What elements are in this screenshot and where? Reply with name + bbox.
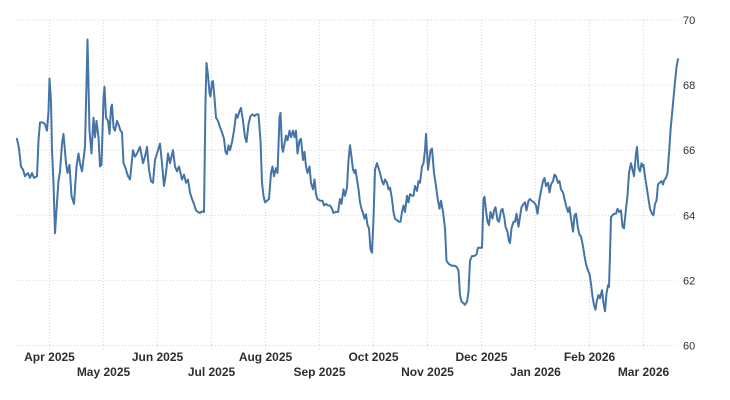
x-axis-tick-label: Jan 2026 [510,365,561,379]
y-axis-tick-label: 64 [683,210,695,222]
x-axis-tick-label: Dec 2025 [455,350,507,364]
x-axis-tick-label: Aug 2025 [239,350,293,364]
y-axis-tick-label: 62 [683,275,695,287]
x-axis-tick-label: Feb 2026 [564,350,616,364]
x-axis-tick-label: Jul 2025 [188,365,236,379]
y-axis-tick-label: 66 [683,145,695,157]
x-axis-tick-label: Sep 2025 [293,365,345,379]
x-axis-tick-label: Jun 2025 [132,350,184,364]
series-line[interactable] [16,38,679,313]
y-axis-tick-label: 68 [683,80,695,92]
y-axis-tick-label: 60 [683,341,695,353]
x-axis-tick-label: Nov 2025 [401,365,454,379]
y-axis-tick-label: 70 [683,15,695,27]
x-axis-tick-label: Oct 2025 [348,350,398,364]
x-axis-tick-label: Apr 2025 [24,350,75,364]
x-axis-tick-label: May 2025 [77,365,131,379]
x-axis-tick-label: Mar 2026 [618,365,670,379]
